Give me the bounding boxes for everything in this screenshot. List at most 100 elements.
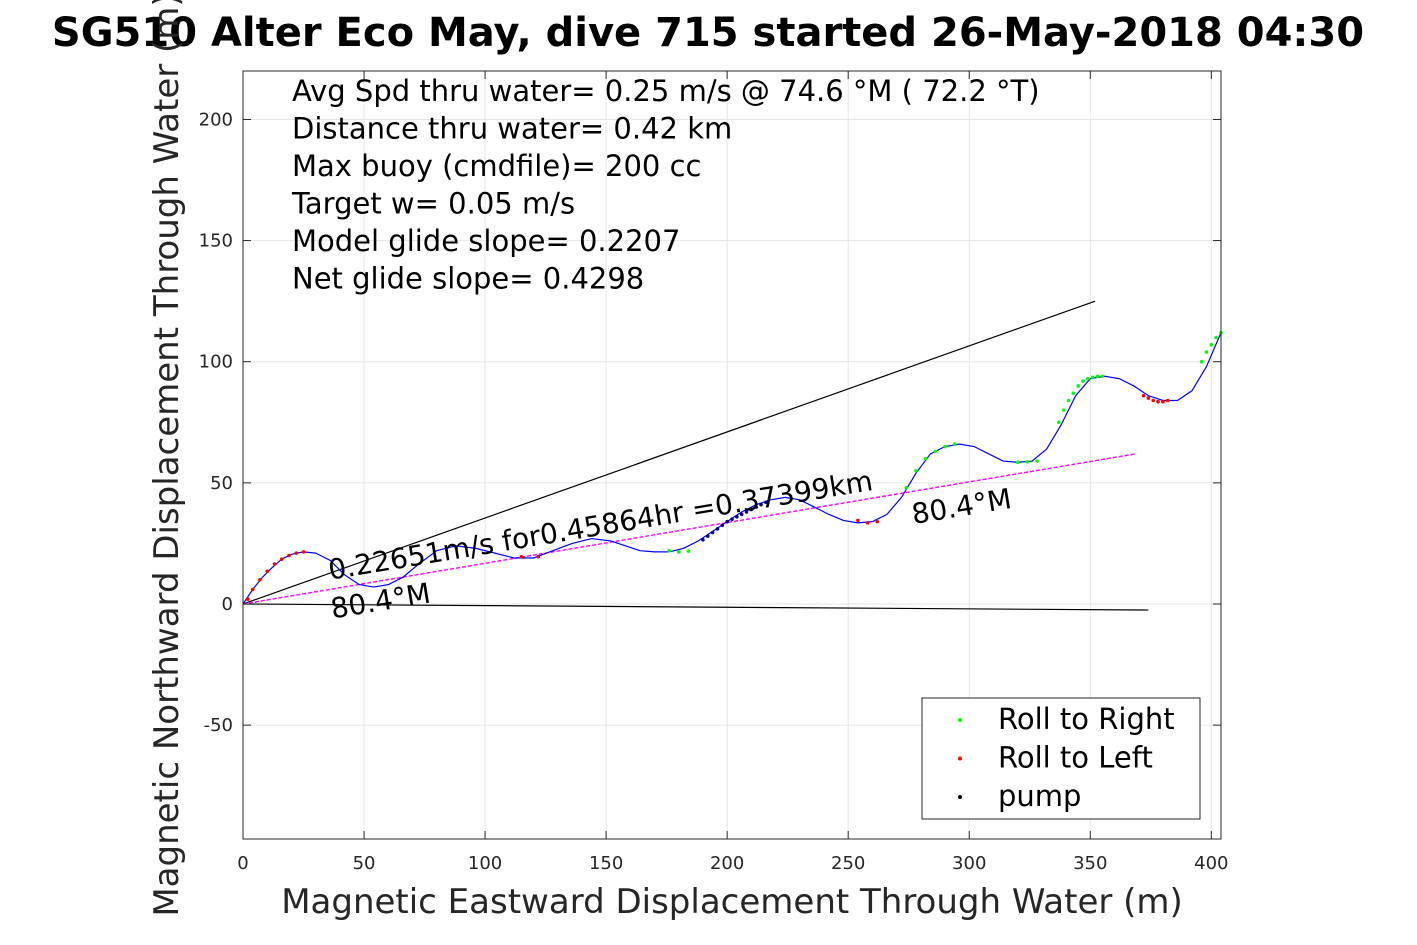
reference-line-0	[242, 300, 1096, 605]
roll-left-point	[1156, 399, 1160, 404]
roll-left-point	[865, 521, 870, 525]
reference-line-2	[242, 603, 1149, 611]
roll-left-point	[250, 587, 255, 592]
roll-left-point	[294, 551, 299, 555]
pump-point	[710, 530, 715, 535]
pump-point	[725, 519, 729, 524]
roll-right-point	[923, 456, 928, 461]
roll-right-point	[952, 442, 957, 446]
roll-left-point	[246, 597, 250, 601]
x-axis-label: Magnetic Eastward Displacement Through W…	[281, 882, 1183, 922]
pump-point	[730, 517, 734, 522]
y-axis-label: Magnetic Northward Displacement Through …	[147, 0, 187, 917]
legend-entry-label: pump	[998, 779, 1081, 813]
pump-point	[749, 507, 754, 512]
track-layer	[242, 332, 1222, 605]
roll-right-point	[1199, 359, 1204, 364]
pump-point	[735, 514, 739, 519]
legend-entry-label: Roll to Left	[998, 741, 1153, 775]
roll-left-point	[1151, 398, 1156, 403]
roll-left-point	[1146, 396, 1151, 400]
info-line: Max buoy (cmdfile)= 200 cc	[292, 149, 701, 183]
x-tick-label: 100	[468, 853, 502, 874]
pump-point	[720, 523, 725, 528]
roll-right-point	[914, 468, 918, 473]
x-tick-label: 400	[1194, 853, 1228, 874]
roll-right-point	[1090, 375, 1095, 380]
roll-right-point	[1061, 408, 1066, 412]
pump-point	[744, 510, 749, 514]
pump-point	[739, 512, 744, 517]
roll-right-point	[1086, 376, 1090, 381]
roll-right-point	[933, 449, 938, 454]
y-tick-label: -50	[204, 715, 233, 736]
info-text-block: Avg Spd thru water= 0.25 m/s @ 74.6 °M (…	[291, 74, 1040, 296]
roll-right-point	[1095, 374, 1100, 379]
y-tick-label: 100	[199, 352, 233, 373]
y-tick-label: 50	[210, 473, 233, 494]
roll-left-point	[1161, 399, 1165, 404]
roll-right-point	[1214, 335, 1218, 340]
legend-marker	[958, 756, 962, 761]
legend-marker	[958, 795, 962, 799]
legend-marker	[958, 718, 962, 722]
roll-right-point	[1057, 420, 1061, 425]
roll-left-point	[265, 569, 270, 574]
x-tick-label: 250	[831, 853, 865, 874]
x-tick-label: 50	[353, 853, 376, 874]
roll-right-point	[686, 549, 691, 553]
y-tick-label: 150	[199, 231, 233, 252]
roll-left-point	[301, 550, 306, 554]
legend-entry-label: Roll to Right	[998, 702, 1175, 736]
pump-point	[701, 537, 705, 542]
roll-left-point	[856, 518, 860, 523]
info-line: Net glide slope= 0.4298	[292, 262, 644, 296]
legend: Roll to Right Roll to Left pump	[921, 697, 1201, 820]
roll-right-point	[1025, 459, 1030, 464]
y-tick-label: 0	[222, 594, 233, 615]
roll-left-point	[272, 562, 277, 566]
info-line: Model glide slope= 0.2207	[292, 224, 680, 258]
roll-left-point	[875, 519, 880, 524]
roll-right-point	[904, 485, 909, 490]
roll-right-point	[1100, 374, 1105, 379]
info-line: Avg Spd thru water= 0.25 m/s @ 74.6 °M (…	[292, 74, 1040, 108]
roll-left-point	[287, 553, 291, 558]
roll-right-point	[1076, 384, 1080, 388]
pump-point	[764, 500, 768, 505]
roll-left-point	[519, 554, 524, 559]
x-tick-label: 200	[710, 853, 744, 874]
roll-left-point	[258, 577, 262, 582]
points-layer	[246, 330, 1223, 601]
roll-left-point	[536, 554, 541, 559]
info-line: Target w= 0.05 m/s	[291, 187, 575, 221]
axis-ticks: 0 50 100 150 200 250 300 350 400 -50 0 50 100 150 200	[199, 71, 1228, 874]
roll-right-point	[676, 550, 681, 554]
roll-right-point	[1209, 342, 1214, 347]
pump-point	[759, 502, 763, 507]
legend-box	[921, 697, 1201, 820]
y-tick-label: 200	[199, 109, 233, 130]
roll-right-point	[1081, 379, 1085, 383]
roll-right-point	[667, 548, 671, 553]
x-tick-label: 350	[1073, 853, 1107, 874]
pump-point	[705, 534, 710, 538]
info-line: Distance thru water= 0.42 km	[292, 112, 732, 146]
roll-right-point	[1015, 460, 1020, 465]
pump-point	[715, 527, 720, 531]
x-tick-label: 300	[952, 853, 986, 874]
roll-right-point	[1071, 391, 1076, 396]
plot-frame	[242, 70, 1222, 840]
roll-left-point	[279, 557, 284, 561]
roll-right-point	[943, 444, 947, 449]
reference-line-1	[242, 453, 1137, 605]
roll-right-point	[1035, 459, 1039, 463]
chart-title: SG510 Alter Eco May, dive 715 started 26…	[52, 10, 1364, 56]
x-tick-label: 0	[237, 853, 248, 874]
x-tick-label: 150	[589, 853, 623, 874]
roll-right-point	[1066, 398, 1071, 403]
roll-left-point	[1165, 398, 1170, 403]
roll-right-point	[1204, 350, 1209, 354]
reference-lines	[242, 300, 1149, 611]
